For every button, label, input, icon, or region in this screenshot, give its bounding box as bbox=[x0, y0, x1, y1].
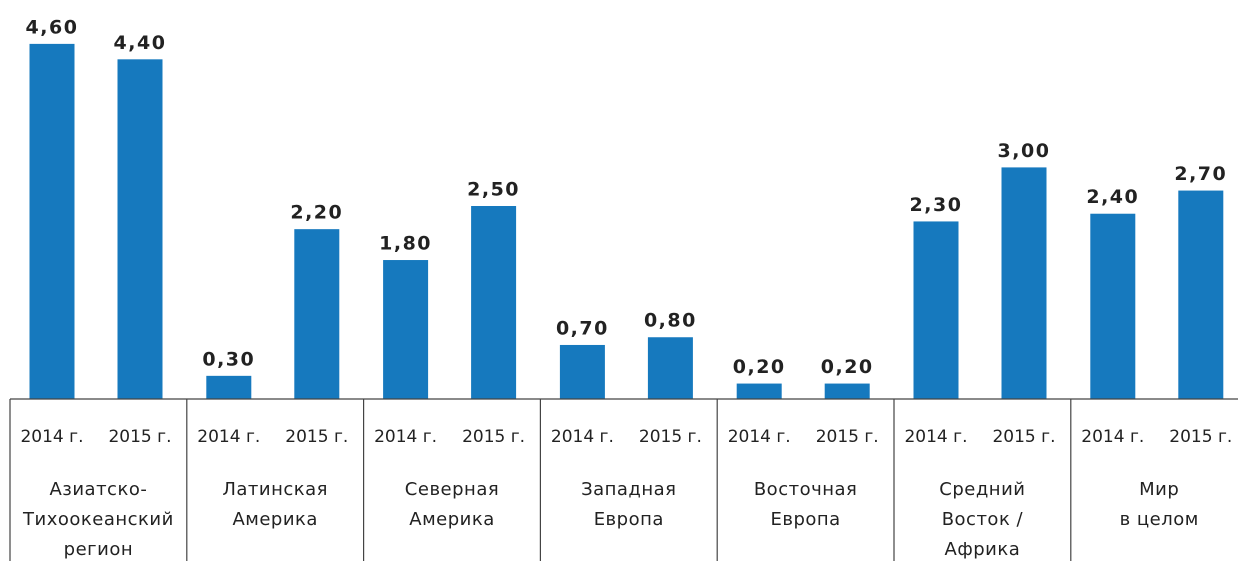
value-label: 4,40 bbox=[114, 32, 167, 54]
bar bbox=[471, 206, 517, 399]
value-label: 0,80 bbox=[644, 310, 697, 332]
value-label: 0,20 bbox=[821, 356, 874, 378]
value-label: 1,80 bbox=[379, 233, 432, 255]
group-label: Азиатско- bbox=[49, 479, 147, 500]
group-label: Тихоокеанский bbox=[22, 509, 174, 530]
bar bbox=[206, 375, 252, 399]
value-label: 2,50 bbox=[467, 179, 520, 201]
period-label: 2015 г. bbox=[1169, 427, 1232, 447]
group-label: регион bbox=[64, 539, 133, 560]
bar bbox=[1090, 213, 1136, 399]
group-label: Латинская bbox=[222, 479, 328, 500]
bar bbox=[383, 260, 429, 399]
period-label: 2014 г. bbox=[197, 427, 260, 447]
value-label: 3,00 bbox=[998, 140, 1051, 162]
bar bbox=[294, 229, 340, 399]
bar bbox=[559, 344, 605, 399]
period-label: 2014 г. bbox=[374, 427, 437, 447]
group-label: Америка bbox=[409, 509, 495, 530]
period-label: 2014 г. bbox=[20, 427, 83, 447]
period-label: 2014 г. bbox=[551, 427, 614, 447]
group-label: в целом bbox=[1120, 509, 1199, 530]
period-label: 2014 г. bbox=[728, 427, 791, 447]
period-label: 2015 г. bbox=[992, 427, 1055, 447]
period-label: 2015 г. bbox=[462, 427, 525, 447]
value-label: 0,70 bbox=[556, 317, 609, 339]
group-label: Африка bbox=[945, 539, 1021, 560]
group-label: Северная bbox=[405, 479, 499, 500]
group-label: Восток / bbox=[942, 509, 1024, 530]
value-label: 2,20 bbox=[290, 202, 343, 224]
bar bbox=[29, 43, 75, 399]
value-label: 2,30 bbox=[910, 194, 963, 216]
period-label: 2015 г. bbox=[816, 427, 879, 447]
period-label: 2015 г. bbox=[639, 427, 702, 447]
value-label: 0,30 bbox=[202, 348, 255, 370]
value-label: 2,70 bbox=[1174, 163, 1227, 185]
period-label: 2014 г. bbox=[1081, 427, 1144, 447]
value-label: 2,40 bbox=[1086, 186, 1139, 208]
group-label: Европа bbox=[770, 509, 840, 530]
period-label: 2014 г. bbox=[904, 427, 967, 447]
bar bbox=[117, 59, 163, 399]
period-label: 2015 г. bbox=[108, 427, 171, 447]
group-label: Америка bbox=[232, 509, 318, 530]
bar bbox=[913, 221, 959, 399]
bar bbox=[1001, 167, 1047, 399]
value-label: 0,20 bbox=[733, 356, 786, 378]
bar bbox=[1178, 190, 1224, 399]
group-label: Средний bbox=[939, 479, 1025, 500]
bar bbox=[647, 337, 693, 399]
group-label: Западная bbox=[581, 479, 676, 500]
period-label: 2015 г. bbox=[285, 427, 348, 447]
group-label: Мир bbox=[1139, 479, 1179, 500]
group-label: Европа bbox=[594, 509, 664, 530]
bar bbox=[736, 383, 782, 399]
group-label: Восточная bbox=[754, 479, 858, 500]
bar bbox=[824, 383, 870, 399]
value-label: 4,60 bbox=[26, 16, 79, 38]
